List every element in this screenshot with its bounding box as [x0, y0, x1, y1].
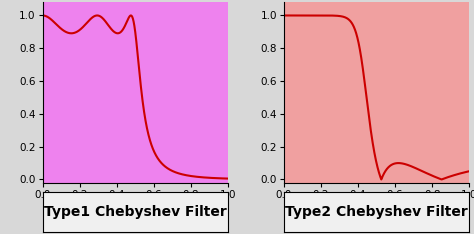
Text: Type1 Chebyshev Filter: Type1 Chebyshev Filter — [44, 205, 227, 219]
Text: Type2 Chebyshev Filter: Type2 Chebyshev Filter — [285, 205, 468, 219]
